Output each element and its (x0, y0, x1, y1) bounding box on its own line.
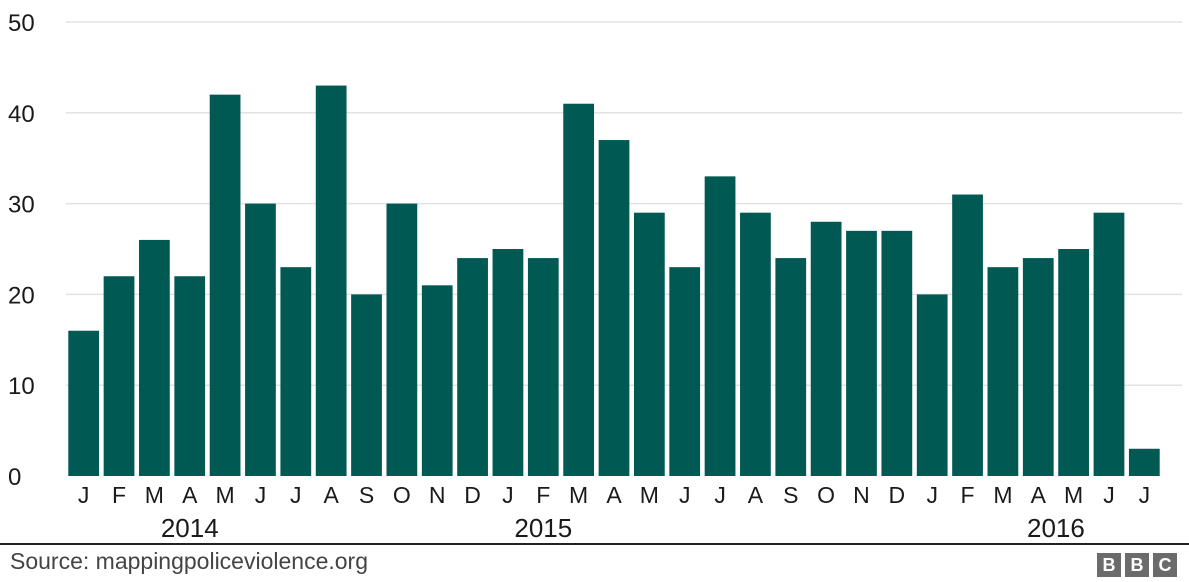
x-axis-year-labels: 2014 2015 2016 (161, 513, 1085, 543)
bar (1058, 249, 1089, 476)
bar (881, 230, 913, 476)
x-tick-label: M (1064, 482, 1083, 508)
bbc-logo: B B C (1097, 553, 1177, 577)
bar (740, 212, 771, 476)
x-tick-label: J (78, 482, 90, 508)
x-tick-label: F (961, 482, 975, 508)
x-tick-label: J (926, 482, 938, 508)
x-tick-label: S (783, 482, 798, 508)
x-tick-label: J (714, 482, 726, 508)
y-tick-label: 50 (8, 10, 35, 37)
y-tick-label: 0 (8, 464, 21, 491)
y-tick-label: 30 (8, 192, 35, 219)
x-tick-label: M (216, 482, 235, 508)
x-tick-label: M (145, 482, 164, 508)
logo-letter: B (1125, 553, 1149, 577)
y-axis-ticks: 0 10 20 30 40 50 (8, 10, 35, 491)
bars (68, 85, 1160, 477)
bar (315, 85, 347, 476)
x-tick-label: O (817, 482, 835, 508)
bar (810, 221, 842, 476)
x-tick-label: M (569, 482, 588, 508)
x-tick-label: M (640, 482, 659, 508)
logo-letter: B (1097, 553, 1121, 577)
x-tick-label: A (323, 482, 339, 508)
bar (775, 258, 807, 476)
bar (916, 294, 948, 476)
x-tick-label: J (290, 482, 302, 508)
x-tick-label: M (993, 482, 1012, 508)
year-label: 2016 (1027, 513, 1085, 543)
logo-letter: C (1153, 553, 1177, 577)
x-tick-label: N (429, 482, 446, 508)
x-tick-label: A (606, 482, 622, 508)
x-tick-label: D (889, 482, 906, 508)
bar (952, 194, 983, 476)
bar (139, 239, 170, 476)
bar (209, 94, 241, 476)
bar (421, 285, 453, 476)
bar (1128, 448, 1160, 476)
bar (280, 267, 312, 476)
x-tick-label: F (112, 482, 126, 508)
year-label: 2015 (514, 513, 572, 543)
bar (846, 230, 877, 476)
bar (669, 267, 701, 476)
x-tick-label: A (182, 482, 198, 508)
x-tick-label: F (536, 482, 550, 508)
bar (457, 258, 488, 476)
bar (1093, 212, 1125, 476)
bar (174, 276, 206, 476)
bar (103, 276, 135, 476)
x-tick-label: O (393, 482, 411, 508)
x-tick-label: J (255, 482, 267, 508)
x-tick-label: J (679, 482, 691, 508)
y-tick-label: 10 (8, 373, 35, 400)
x-tick-label: A (1031, 482, 1047, 508)
bar (68, 330, 100, 476)
bar (386, 203, 418, 476)
bar (351, 294, 382, 476)
x-tick-label: J (1103, 482, 1115, 508)
x-tick-label: J (1139, 482, 1151, 508)
bar (563, 103, 595, 476)
bar (492, 249, 524, 476)
source-text: Source: mappingpoliceviolence.org (10, 548, 368, 574)
x-tick-label: D (464, 482, 481, 508)
x-tick-label: N (853, 482, 870, 508)
bar (598, 140, 630, 477)
bar (633, 212, 665, 476)
year-label: 2014 (161, 513, 219, 543)
footer-divider (0, 543, 1189, 545)
x-tick-label: A (748, 482, 764, 508)
x-tick-label: S (359, 482, 374, 508)
x-tick-label: J (502, 482, 514, 508)
bar (527, 258, 559, 476)
bar (704, 176, 736, 477)
bar (1022, 258, 1054, 476)
y-tick-label: 40 (8, 101, 35, 128)
y-tick-label: 20 (8, 282, 35, 309)
bar (245, 203, 276, 476)
bar (987, 267, 1019, 476)
